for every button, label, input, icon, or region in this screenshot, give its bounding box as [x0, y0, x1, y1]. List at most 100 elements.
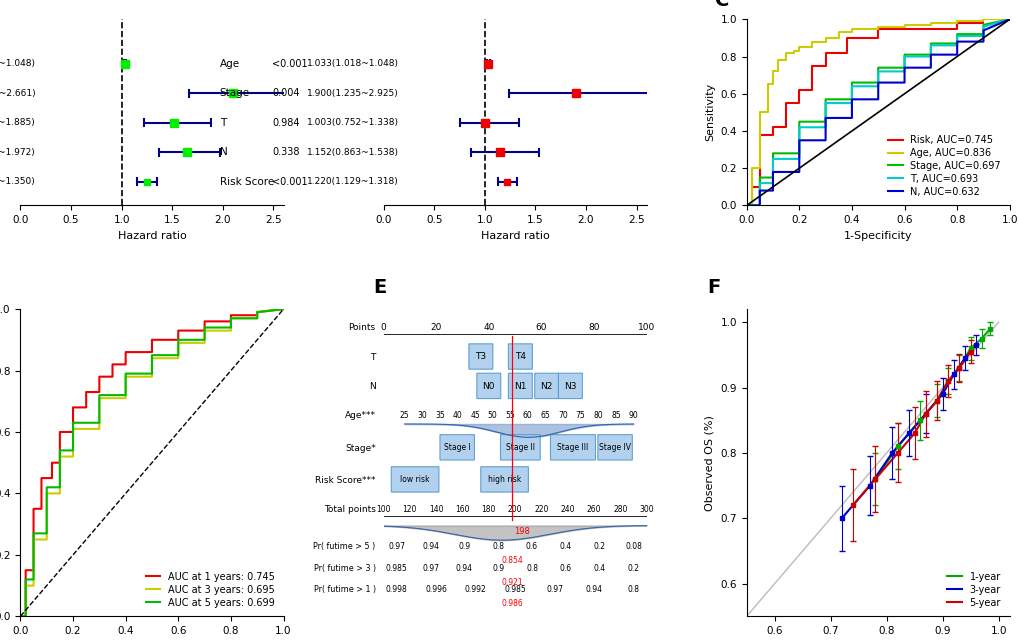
Stage, AUC=0.697 [871, 79, 883, 87]
Age, AUC=0.836 [780, 49, 792, 56]
Text: Total points: Total points [323, 505, 375, 514]
N, AUC=0.632 [898, 64, 910, 71]
Stage, AUC=0.697 [845, 79, 857, 87]
AUC at 1 years: 0.745: (0.35, 0.78): 0.745: (0.35, 0.78) [106, 373, 118, 381]
Risk, AUC=0.745 [818, 62, 830, 70]
Stage, AUC=0.697 [793, 118, 805, 126]
Risk, AUC=0.745 [761, 131, 773, 139]
Age, AUC=0.836 [771, 67, 784, 75]
Text: Pr( futime > 3 ): Pr( futime > 3 ) [313, 564, 375, 573]
AUC at 5 years: 0.699: (0.6, 0.9): 0.699: (0.6, 0.9) [172, 336, 184, 343]
AUC at 1 years: 0.745: (0.4, 0.86): 0.745: (0.4, 0.86) [119, 348, 131, 356]
Risk, AUC=0.745 [793, 86, 805, 94]
AUC at 3 years: 0.695: (0.7, 0.89): 0.695: (0.7, 0.89) [199, 339, 211, 347]
Text: 70: 70 [557, 412, 568, 421]
5-year [953, 364, 965, 372]
Age, AUC=0.836 [745, 164, 757, 172]
Age, AUC=0.836 [924, 21, 936, 29]
AUC at 3 years: 0.695: (0.2, 0.52): 0.695: (0.2, 0.52) [67, 453, 79, 460]
Stage, AUC=0.697 [818, 118, 830, 126]
Age, AUC=0.836 [761, 81, 773, 89]
Line: T, AUC=0.693: T, AUC=0.693 [746, 19, 1009, 205]
Risk, AUC=0.745 [898, 25, 910, 33]
Stage, AUC=0.697 [793, 150, 805, 157]
T, AUC=0.693 [793, 155, 805, 163]
N, AUC=0.632 [1003, 15, 1015, 23]
AUC at 3 years: 0.695: (0.02, 0): 0.695: (0.02, 0) [19, 612, 32, 620]
AUC at 3 years: 0.695: (0.6, 0.89): 0.695: (0.6, 0.89) [172, 339, 184, 347]
Text: 220: 220 [534, 505, 548, 514]
Risk, AUC=0.745 [858, 34, 870, 42]
Stage, AUC=0.697 [924, 40, 936, 48]
T, AUC=0.693 [950, 32, 962, 40]
AUC at 1 years: 0.745: (0.08, 0.35): 0.745: (0.08, 0.35) [36, 505, 48, 513]
Y-axis label: Observed OS (%): Observed OS (%) [704, 415, 714, 510]
Age, AUC=0.836 [818, 38, 830, 46]
AUC at 3 years: 0.695: (0.3, 0.71): 0.695: (0.3, 0.71) [93, 394, 105, 402]
Text: 0.996: 0.996 [425, 585, 446, 594]
Risk, AUC=0.745 [780, 100, 792, 107]
T, AUC=0.693 [845, 100, 857, 107]
Text: 60: 60 [523, 412, 532, 421]
Age, AUC=0.836 [845, 28, 857, 36]
N, AUC=0.632 [950, 51, 962, 58]
AUC at 3 years: 0.695: (0.5, 0.84): 0.695: (0.5, 0.84) [146, 354, 158, 362]
AUC at 5 years: 0.699: (0.15, 0.42): 0.699: (0.15, 0.42) [54, 483, 66, 491]
AUC at 5 years: 0.699: (0.5, 0.85): 0.699: (0.5, 0.85) [146, 351, 158, 359]
T, AUC=0.693 [818, 123, 830, 131]
Text: 75: 75 [576, 412, 585, 421]
Age, AUC=0.836 [753, 164, 765, 172]
Text: 45: 45 [470, 412, 479, 421]
AUC at 5 years: 0.699: (0.05, 0.27): 0.699: (0.05, 0.27) [28, 530, 40, 537]
1-year [913, 417, 925, 424]
Risk, AUC=0.745 [740, 202, 752, 209]
Text: 0.97: 0.97 [545, 585, 562, 594]
AUC at 3 years: 0.695: (0.05, 0.1): 0.695: (0.05, 0.1) [28, 582, 40, 589]
Text: Pr( futime > 1 ): Pr( futime > 1 ) [313, 585, 375, 594]
AUC at 3 years: 0.695: (0.15, 0.52): 0.695: (0.15, 0.52) [54, 453, 66, 460]
Text: N2: N2 [540, 381, 552, 390]
Line: Risk, AUC=0.745: Risk, AUC=0.745 [746, 19, 1009, 205]
N, AUC=0.632 [924, 51, 936, 58]
N, AUC=0.632 [766, 168, 779, 176]
5-year [930, 397, 943, 404]
N, AUC=0.632 [818, 137, 830, 144]
Text: 35: 35 [434, 412, 444, 421]
N, AUC=0.632 [753, 202, 765, 209]
Text: 0.4: 0.4 [593, 564, 605, 573]
AUC at 5 years: 0.699: (0.2, 0.54): 0.699: (0.2, 0.54) [67, 447, 79, 455]
3-year [969, 341, 981, 349]
Age, AUC=0.836 [761, 108, 773, 116]
Stage, AUC=0.697 [976, 21, 988, 29]
5-year [942, 377, 954, 385]
Stage, AUC=0.697 [976, 30, 988, 38]
T, AUC=0.693 [845, 82, 857, 90]
1-year [983, 325, 996, 333]
Age, AUC=0.836 [976, 15, 988, 23]
Text: 1.519(1.224~1.885): 1.519(1.224~1.885) [0, 118, 36, 127]
Stage, AUC=0.697 [845, 96, 857, 103]
Text: 1.642(1.367~1.972): 1.642(1.367~1.972) [0, 148, 36, 157]
AUC at 1 years: 0.745: (0.6, 0.9): 0.745: (0.6, 0.9) [172, 336, 184, 343]
Stage, AUC=0.697 [950, 30, 962, 38]
Text: 0.9: 0.9 [491, 564, 503, 573]
Text: 1.248(1.154~1.350): 1.248(1.154~1.350) [0, 177, 36, 186]
Age, AUC=0.836 [806, 44, 818, 51]
Text: T3: T3 [475, 352, 486, 361]
Risk, AUC=0.745 [806, 62, 818, 70]
5-year [846, 501, 858, 509]
Text: Stage*: Stage* [344, 444, 375, 453]
Age, AUC=0.836 [806, 38, 818, 46]
5-year [868, 475, 880, 483]
AUC at 5 years: 0.699: (0.9, 0.99): 0.699: (0.9, 0.99) [251, 308, 263, 316]
Risk, AUC=0.745 [798, 86, 810, 94]
X-axis label: 1-Specificity: 1-Specificity [843, 230, 912, 241]
Age, AUC=0.836 [818, 34, 830, 42]
Age, AUC=0.836 [740, 202, 752, 209]
AUC at 3 years: 0.695: (0.05, 0.25): 0.695: (0.05, 0.25) [28, 535, 40, 543]
AUC at 3 years: 0.695: (0.6, 0.84): 0.695: (0.6, 0.84) [172, 354, 184, 362]
N, AUC=0.632 [976, 26, 988, 34]
FancyBboxPatch shape [550, 435, 595, 460]
Text: 0.6: 0.6 [559, 564, 572, 573]
Line: N, AUC=0.632: N, AUC=0.632 [746, 19, 1009, 205]
